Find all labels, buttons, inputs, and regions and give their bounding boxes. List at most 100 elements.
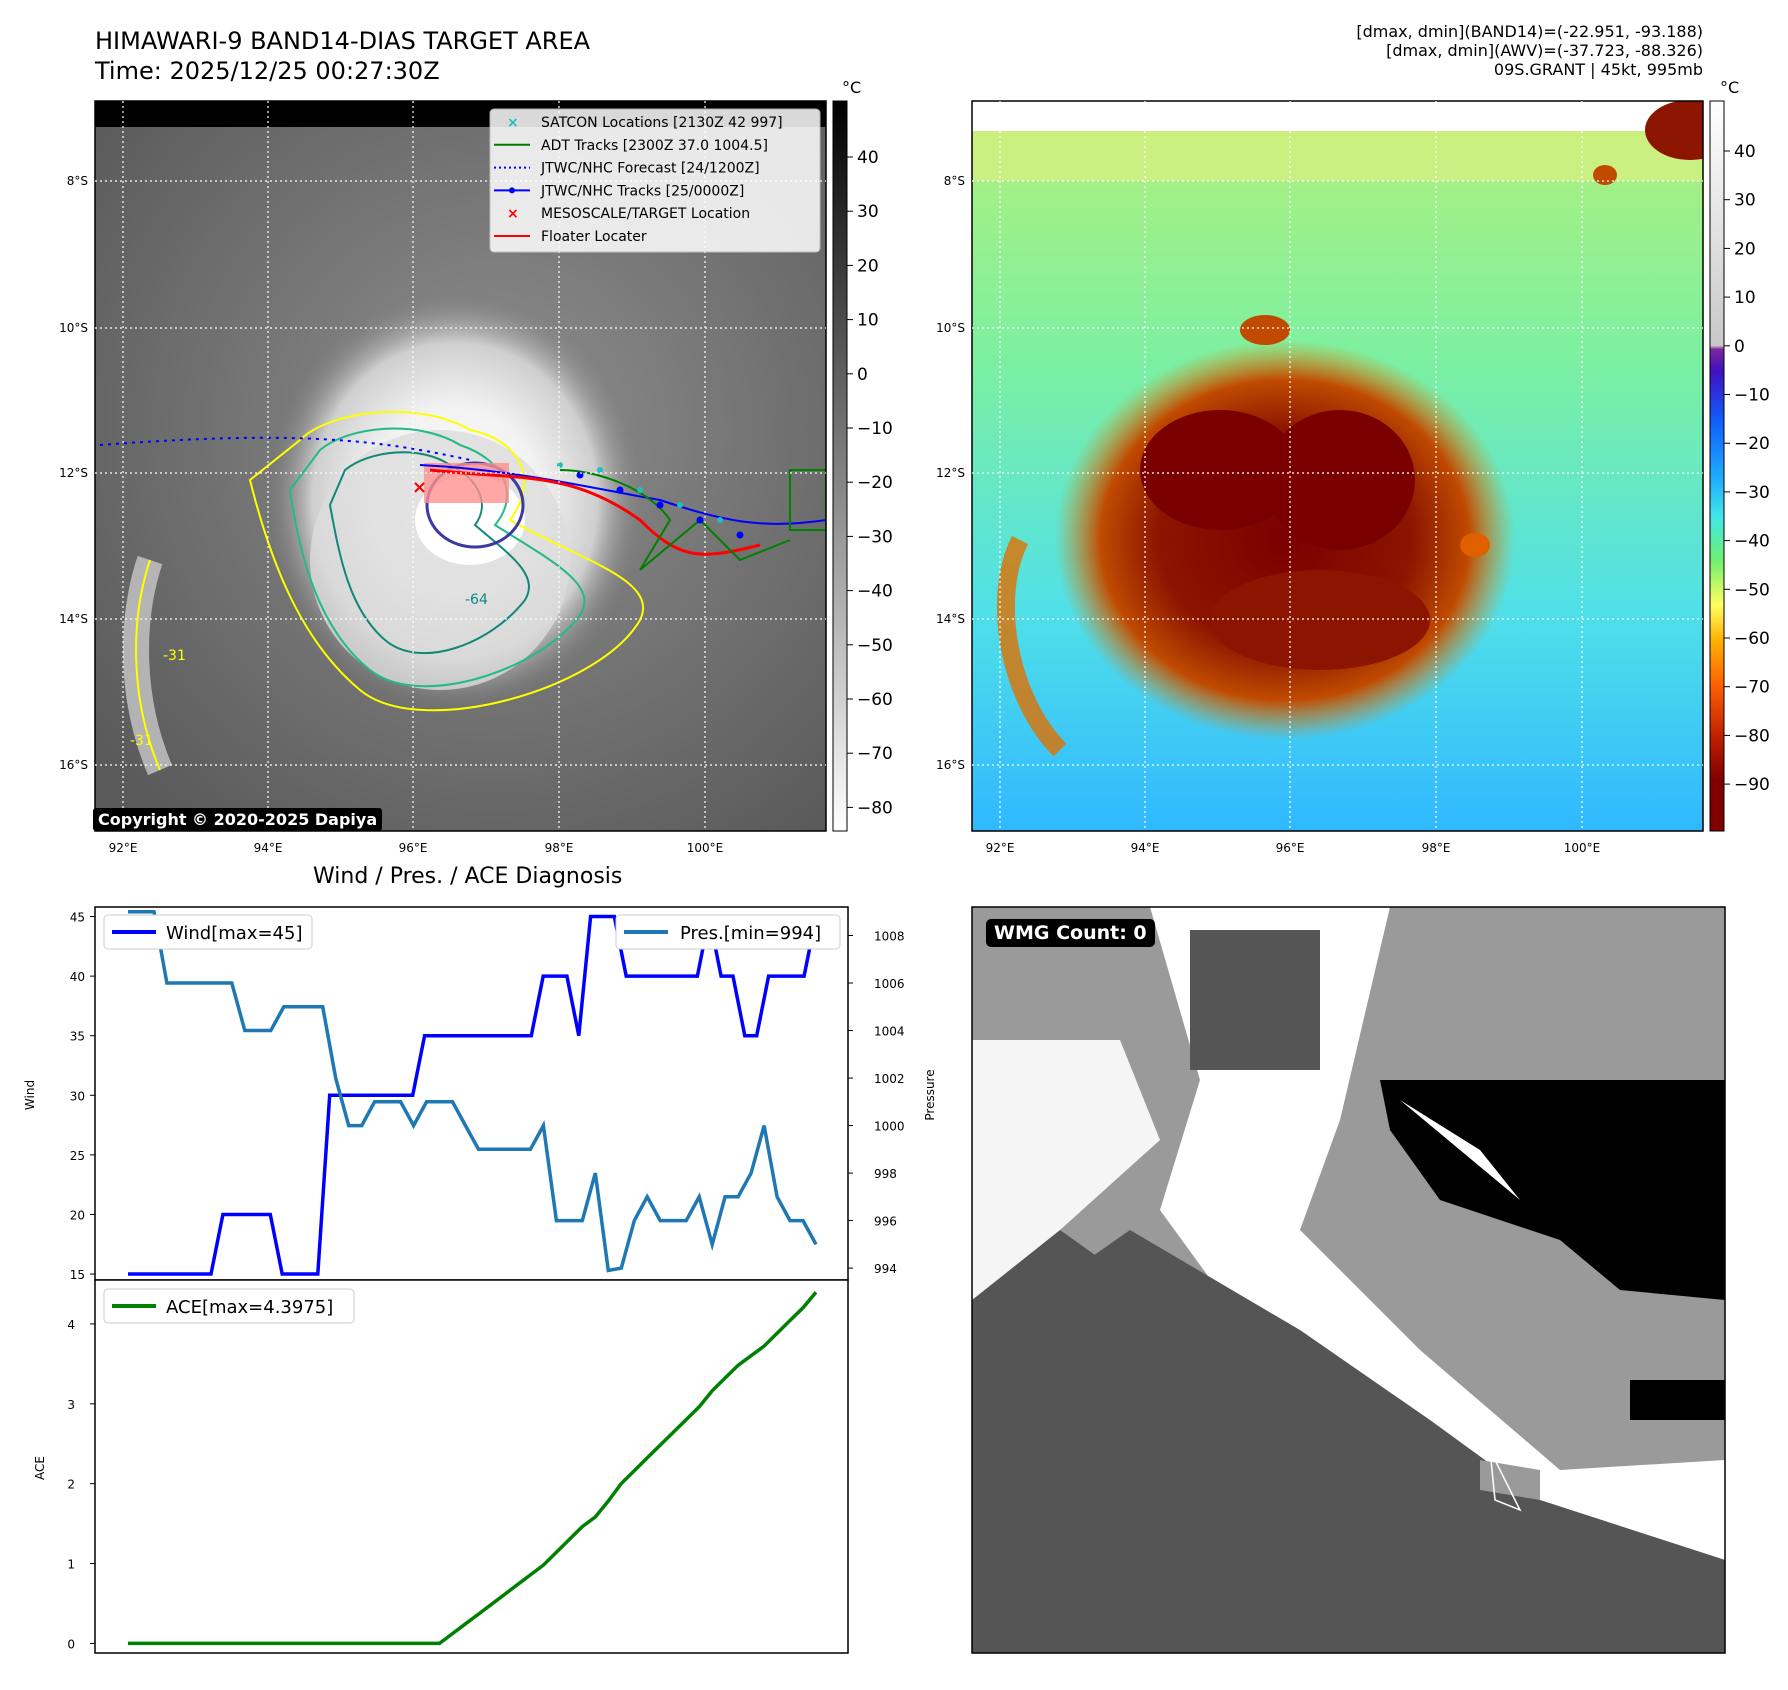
copyright-badge: Copyright © 2020-2025 Dapiya [93,808,383,831]
colorbar-tick-label: −20 [857,473,893,493]
wmg-count-badge: WMG Count: 0 [986,919,1155,947]
wmg-panel [971,906,1726,1654]
colorbar-tick-label: −70 [1734,678,1770,698]
colorbar-right [1709,100,1725,832]
wind-tick-label: 35 [70,1030,85,1044]
contour-label: -31 [163,648,186,664]
title-line-2: Time: 2025/12/25 00:27:30Z [95,57,440,85]
colorbar-tick-label: −80 [857,798,893,818]
colorbar-left-unit: °C [842,78,861,97]
pressure-tick-label: 1002 [874,1072,905,1086]
wind-pressure-axes [94,906,849,1281]
pressure-tick-label: 998 [874,1167,897,1181]
track-legend: × SATCON Locations [2130Z 42 997] ADT Trac… [489,108,821,253]
lon-tick-label: 100°E [1564,841,1601,855]
ace-axis-ticks: 0 1 2 3 4 [67,1318,95,1651]
colorbar-tick-label: 10 [1734,288,1756,308]
colorbar-tick-label: −80 [1734,726,1770,746]
colorbar-tick-label: 30 [857,202,879,222]
ace-ylabel: ACE [33,1456,47,1480]
colorbar-tick-label: −50 [857,636,893,656]
colorbar-tick-label: 20 [1734,239,1756,259]
pressure-tick-label: 1004 [874,1025,905,1039]
lon-tick-label: 92°E [986,841,1015,855]
colorbar-left [832,100,848,832]
colorbar-tick-label: 20 [857,256,879,276]
pressure-axis-ticks: 994 996 998 1000 1002 1004 1006 1008 [848,930,905,1276]
ace-series [128,1291,818,1646]
figure-title: HIMAWARI-9 BAND14-DIAS TARGET AREA Time:… [95,26,590,86]
info-line-1: [dmax, dmin](BAND14)=(-22.951, -93.188) [1356,22,1703,41]
lat-tick-label: 8°S [944,174,965,188]
svg-text:×: × [412,477,427,498]
wind-ylabel: Wind [23,1080,37,1110]
lat-tick-label: 10°S [59,321,88,335]
ace-line [128,1291,818,1646]
colorbar-tick-label: −70 [857,744,893,764]
wind-tick-label: 30 [70,1089,85,1103]
wind-tick-label: 15 [70,1268,85,1282]
colorbar-right-unit: °C [1720,78,1739,97]
lat-labels-left: 8°S 10°S 12°S 14°S 16°S [59,174,88,772]
colorbar-tick-label: −40 [857,582,893,602]
lat-tick-label: 14°S [59,612,88,626]
ace-tick-label: 3 [67,1398,75,1412]
info-line-3: 09S.GRANT | 45kt, 995mb [1493,60,1703,79]
colorbar-tick-label: 40 [1734,142,1756,162]
wind-axis-ticks: 15 20 25 30 35 40 45 [70,911,95,1282]
wind-legend-label: Wind[max=45] [166,923,303,944]
ace-tick-label: 4 [67,1318,75,1332]
ace-legend: ACE[max=4.3975] [103,1288,355,1324]
lon-tick-label: 98°E [1422,841,1451,855]
wind-series [128,914,818,1276]
lat-tick-label: 16°S [936,758,965,772]
pressure-tick-label: 1006 [874,977,905,991]
legend-label: JTWC/NHC Tracks [25/0000Z] [540,183,744,199]
legend-marker: × [507,115,519,131]
lon-tick-label: 92°E [109,841,138,855]
colorbar-tick-label: −30 [1734,483,1770,503]
colorbar-tick-label: −50 [1734,580,1770,600]
lat-tick-label: 16°S [59,758,88,772]
pressure-tick-label: 1008 [874,930,905,944]
legend-label: SATCON Locations [2130Z 42 997] [541,115,783,131]
ace-tick-label: 0 [67,1637,75,1651]
colorbar-tick-label: −60 [1734,629,1770,649]
colorbar-right-ticks: 40 30 20 10 0 −10 −20 −30 −40 −50 −60 −70 −80 −90 [1724,142,1770,795]
legend-marker: × [507,206,519,222]
pressure-series [128,910,818,1273]
lon-labels-right: 92°E 94°E 96°E 98°E 100°E [986,841,1601,855]
wind-tick-label: 45 [70,911,85,925]
lat-tick-label: 10°S [936,321,965,335]
colorbar-tick-label: 0 [857,365,868,385]
legend-marker [509,187,515,194]
colorbar-tick-label: −20 [1734,434,1770,454]
right-gridlines [972,101,1703,831]
legend-label: JTWC/NHC Forecast [24/1200Z] [540,161,760,177]
left-gridlines [95,101,826,831]
ace-tick-label: 1 [67,1558,75,1572]
awv-image [972,101,1703,831]
legend-label: MESOSCALE/TARGET Location [541,206,750,222]
wind-tick-label: 25 [70,1149,85,1163]
colorbar-tick-label: −60 [857,690,893,710]
ace-axes [94,1279,849,1654]
info-line-2: [dmax, dmin](AWV)=(-37.723, -88.326) [1386,41,1703,60]
legend-label: Floater Locater [541,229,647,245]
title-line-1: HIMAWARI-9 BAND14-DIAS TARGET AREA [95,27,591,55]
lat-tick-label: 12°S [936,466,965,480]
lon-tick-label: 96°E [399,841,428,855]
lon-tick-label: 98°E [545,841,574,855]
chart-title: Wind / Pres. / ACE Diagnosis [313,864,623,889]
ace-tick-label: 2 [67,1478,75,1492]
wind-tick-label: 40 [70,970,85,984]
colorbar-tick-label: −10 [1734,386,1770,406]
colorbar-tick-label: 30 [1734,191,1756,211]
lon-tick-label: 94°E [1131,841,1160,855]
wind-tick-label: 20 [70,1208,85,1222]
pressure-tick-label: 1000 [874,1120,905,1134]
lon-tick-label: 100°E [687,841,724,855]
colorbar-tick-label: 40 [857,148,879,168]
colorbar-tick-label: −40 [1734,532,1770,552]
colorbar-tick-label: 10 [857,311,879,331]
